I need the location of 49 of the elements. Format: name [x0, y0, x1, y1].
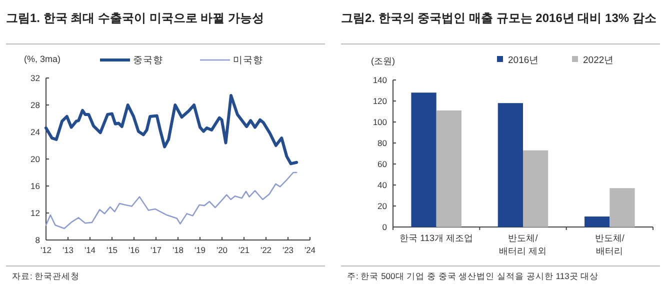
legend-label: 중국향: [133, 55, 163, 66]
x-tick-label: '18: [172, 245, 184, 255]
legend-label: 2022년: [583, 55, 614, 66]
y-tick-label: 16: [30, 181, 40, 191]
y-tick-label: 24: [30, 127, 40, 137]
y-tick-label: 20: [378, 201, 388, 211]
x-tick-label: '23: [282, 245, 294, 255]
x-tick-label: 반도체/ 배터리 제외: [499, 233, 547, 256]
y-tick-label: 120: [372, 96, 388, 106]
y-axis-title: (조원): [371, 56, 395, 66]
bar: [523, 150, 548, 227]
legend-label: 2016년: [508, 55, 540, 66]
x-tick-label: '17: [150, 245, 162, 255]
x-tick-label: 반도체/ 배터리: [594, 233, 625, 256]
y-tick-label: 32: [30, 73, 40, 83]
y-tick-label: 60: [378, 159, 388, 169]
x-tick-label: '16: [128, 245, 140, 255]
y-tick-label: 20: [30, 154, 40, 164]
x-tick-label: '15: [106, 245, 118, 255]
y-tick-label: 80: [378, 138, 388, 148]
y-tick-label: 140: [372, 75, 388, 85]
x-tick-label: '21: [238, 245, 250, 255]
line-series: [45, 172, 298, 230]
legend-label: 미국향: [233, 55, 263, 66]
x-tick-label: '13: [62, 245, 74, 255]
x-tick-label: '20: [216, 245, 228, 255]
x-tick-label: 한국 113개 제조업: [400, 233, 474, 243]
bar: [436, 110, 462, 227]
bar: [498, 103, 523, 227]
chart-title: 그림1. 한국 최대 수출국이 미국으로 바뀔 가능성: [6, 11, 264, 25]
y-tick-label: 28: [30, 100, 40, 110]
x-tick-label: '22: [260, 245, 272, 255]
y-tick-label: 100: [372, 117, 388, 127]
bar: [584, 216, 610, 227]
bar: [610, 188, 635, 227]
y-tick-label: 12: [30, 208, 40, 218]
text: 자료: 한국관세청: [12, 271, 80, 281]
chart-title: 그림2. 한국의 중국법인 매출 규모는 2016년 대비 13% 감소: [341, 11, 656, 25]
text: 주: 한국 500대 기업 중 중국 생산법인 실적을 공시한 113곳 대상: [347, 271, 599, 281]
y-tick-label: 8: [35, 235, 40, 245]
x-tick-label: '12: [40, 245, 52, 255]
x-tick-label: '14: [84, 245, 96, 255]
line-series: [44, 94, 298, 166]
y-tick-label: 40: [378, 180, 388, 190]
bar: [411, 92, 436, 227]
y-axis-title: (%, 3ma): [24, 54, 61, 64]
x-tick-label: '24: [304, 245, 316, 255]
x-tick-label: '19: [194, 245, 206, 255]
y-tick-label: 0: [382, 222, 388, 232]
